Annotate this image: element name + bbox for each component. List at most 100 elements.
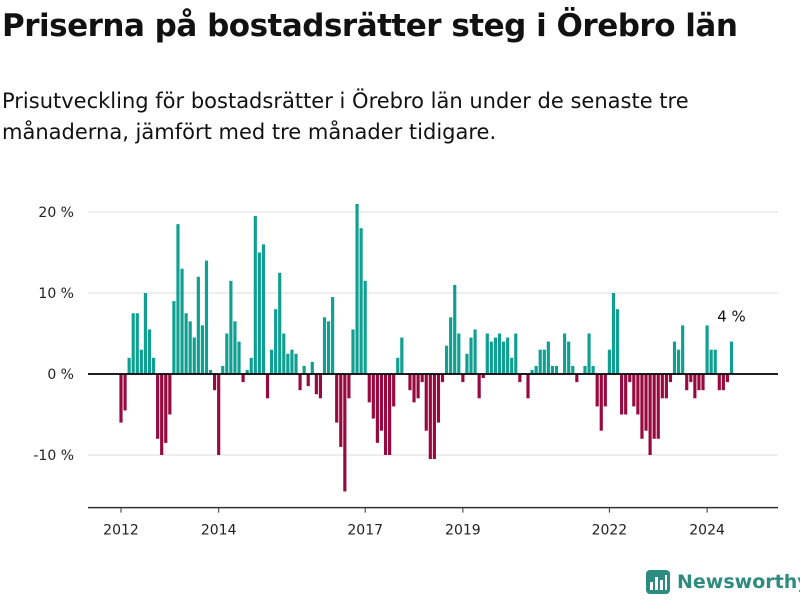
bar [445,345,449,374]
x-axis-ticks: 2012 2014 2017 2019 2022 2024 [103,507,725,539]
bar [270,349,274,374]
bar [131,313,135,374]
bar [477,374,481,399]
bar [168,374,172,415]
bar [481,374,485,379]
bar [546,341,550,374]
bar [603,374,607,407]
bar [693,374,697,399]
bar [485,333,489,374]
bar [326,321,331,374]
bar [432,374,436,460]
bar [388,374,392,455]
bar [449,317,453,374]
bar [147,329,152,374]
bar [705,325,709,374]
bar [457,333,461,374]
bar [322,317,327,374]
brand-logo[interactable]: Newsworthy [645,569,800,595]
bar [119,374,123,423]
bar [371,374,375,419]
bar [554,365,559,374]
bar [461,374,465,383]
bar [392,374,396,407]
bar [396,357,400,374]
bar [493,337,498,374]
bar [701,374,705,391]
bar [225,333,229,374]
bar [518,374,522,383]
page-subtitle: Prisutveckling för bostadsrätter i Örebr… [2,89,689,144]
bar [587,333,591,374]
bar [713,349,717,374]
bar [526,374,530,399]
x-tick-label: 2014 [201,523,237,539]
bar [253,216,257,374]
brand-name: Newsworthy [677,571,800,593]
bar [717,374,721,391]
y-tick-label: 20 % [38,205,74,221]
bar [123,374,127,411]
bar [489,341,493,374]
bar [664,374,668,399]
bar [286,353,290,374]
bar [550,365,554,374]
bar [725,374,730,383]
bar [135,313,139,374]
bar [436,374,441,423]
bar [400,337,404,374]
bar [265,374,270,399]
bar [143,293,147,374]
bar [697,374,701,391]
bar [351,329,355,374]
bar [249,357,253,374]
bar [530,369,534,374]
bar [192,337,196,374]
bar [318,374,323,399]
bar [335,374,339,423]
bar [660,374,664,399]
bar [261,244,266,374]
bar [656,374,660,439]
bar [469,337,473,374]
bar [591,365,595,374]
bar [363,280,367,374]
bar [359,228,363,374]
bar [282,333,286,374]
bar [196,276,200,374]
y-axis-labels: 20 % 10 % 0 % -10 % [33,205,74,464]
bar [416,374,420,399]
bar [595,374,599,407]
bar [424,374,428,431]
bar [139,349,143,374]
bar [510,357,514,374]
bar [620,374,624,415]
bar [628,374,632,383]
bar [229,280,233,374]
bar [180,268,184,374]
bar [575,374,579,383]
bar [156,374,160,439]
bar [465,353,469,374]
bar [290,349,294,374]
bar [668,374,673,383]
bar [412,374,416,403]
bar [599,374,603,431]
bar [685,374,689,391]
bar [497,333,502,374]
bar [514,333,518,374]
bar [534,365,538,374]
bar [184,313,188,374]
y-tick-label: -10 % [33,448,74,464]
bar [347,374,351,399]
x-tick-label: 2017 [347,523,383,539]
bar [567,341,571,374]
bar [188,321,192,374]
bar [367,374,371,403]
bar [217,374,221,455]
bar [294,353,298,374]
page-title: Priserna på bostadsrätter steg i Örebro … [2,8,738,44]
bar [501,341,506,374]
bar [652,374,656,439]
